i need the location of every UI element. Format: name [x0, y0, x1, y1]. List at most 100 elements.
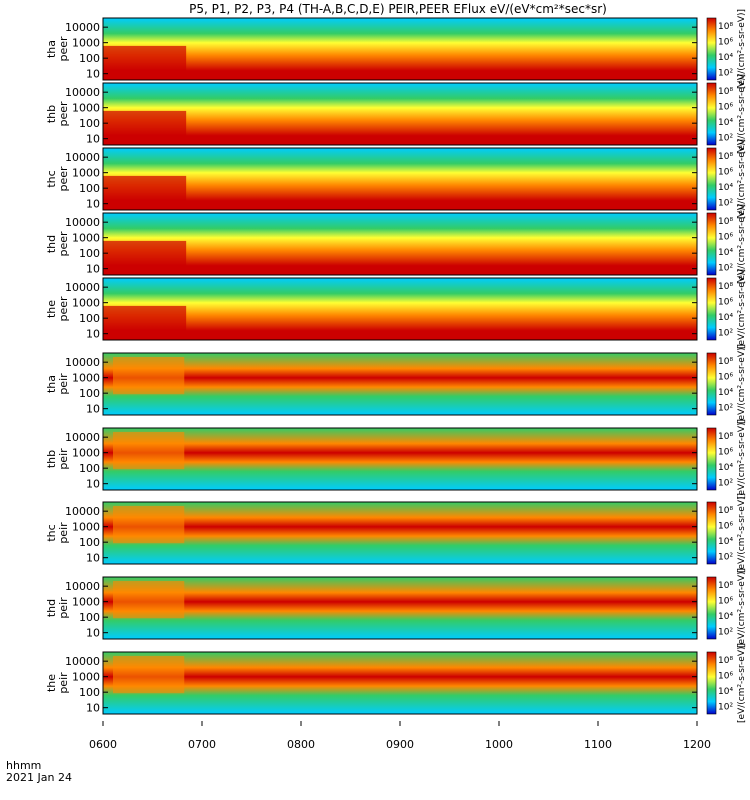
y-tick-label: 100: [79, 312, 100, 325]
colorbar: [706, 501, 717, 565]
panel-thd-peer: thdpeer 10 100 1000 10000 10² 10⁴ 10⁶ 10⁸ [eV/(cm…: [45, 204, 747, 284]
y-tick-label: 100: [79, 536, 100, 549]
colorbar: [706, 277, 717, 341]
panel-label: thbpeir: [45, 448, 70, 470]
colorbar-tick-label: 10⁴: [718, 687, 733, 697]
y-tick-label: 10: [86, 198, 100, 211]
spectrogram-patch: [113, 581, 185, 619]
colorbar: [706, 82, 717, 146]
colorbar-tick-label: 10⁴: [718, 183, 733, 193]
panel-label: thdpeir: [45, 597, 70, 619]
colorbar: [706, 651, 717, 715]
colorbar-tick-label: 10²: [718, 627, 733, 637]
spectrogram-patch: [103, 240, 187, 275]
panel-frame: [102, 576, 698, 640]
panel-frame: [102, 427, 698, 491]
y-tick-label: 10000: [65, 580, 100, 593]
colorbar-label: [eV/(cm²-s-sr-eV)]: [737, 643, 747, 723]
colorbar-tick-label: 10²: [718, 478, 733, 488]
y-tick-label: 10000: [65, 356, 100, 369]
panel-thb-peir: thbpeir 10 100 1000 10000 10² 10⁴ 10⁶ 10⁸ [eV/(cm…: [45, 419, 747, 499]
colorbar-tick-label: 10⁸: [718, 217, 733, 227]
x-tick-label: 0700: [188, 738, 216, 751]
colorbar-label: [eV/(cm²-s-sr-eV)]: [737, 419, 747, 499]
panel-tha-peer: thapeer 10 100 1000 10000 10² 10⁴ 10⁶ 10⁸ [eV/(cm…: [45, 9, 747, 89]
y-tick-label: 10: [86, 627, 100, 640]
colorbar-tick-label: 10⁴: [718, 313, 733, 323]
y-tick-label: 10: [86, 552, 100, 565]
colorbar-tick-label: 10⁶: [718, 37, 733, 47]
y-tick-label: 10: [86, 478, 100, 491]
colorbar-tick-label: 10⁸: [718, 581, 733, 591]
y-tick-label: 1000: [72, 232, 100, 245]
x-tick-label: 1000: [485, 738, 513, 751]
y-tick-label: 100: [79, 686, 100, 699]
colorbar-label: [eV/(cm²-s-sr-eV)]: [737, 9, 747, 89]
colorbar-tick-label: 10⁶: [718, 671, 733, 681]
colorbar-tick-label: 10⁸: [718, 87, 733, 97]
colorbar-tick-label: 10⁶: [718, 102, 733, 112]
y-tick-label: 100: [79, 387, 100, 400]
colorbar-tick-label: 10⁸: [718, 357, 733, 367]
colorbar-tick-label: 10²: [718, 133, 733, 143]
colorbar: [706, 352, 717, 416]
y-tick-label: 1000: [72, 102, 100, 115]
spectrogram-thc-peir: [103, 502, 697, 564]
spectrogram-the-peer: [103, 278, 697, 340]
panel-label: thcpeir: [45, 522, 70, 544]
colorbar-tick-label: 10⁶: [718, 167, 733, 177]
spectrogram-thb-peer: [103, 83, 697, 145]
colorbar-tick-label: 10⁴: [718, 612, 733, 622]
colorbar: [706, 147, 717, 211]
y-tick-label: 100: [79, 247, 100, 260]
colorbar-tick-label: 10⁴: [718, 388, 733, 398]
spectrogram-thc-peer: [103, 148, 697, 210]
y-tick-label: 100: [79, 117, 100, 130]
panel-frame: [102, 352, 698, 416]
colorbar-tick-label: 10⁸: [718, 432, 733, 442]
colorbar-tick-label: 10⁴: [718, 53, 733, 63]
y-tick-label: 10: [86, 328, 100, 341]
colorbar-tick-label: 10²: [718, 328, 733, 338]
y-tick-label: 10: [86, 702, 100, 715]
y-tick-label: 100: [79, 182, 100, 195]
spectrogram-patch: [103, 45, 187, 80]
panel-label: thcpeer: [45, 166, 70, 192]
colorbar-tick-label: 10⁴: [718, 118, 733, 128]
y-tick-label: 10: [86, 403, 100, 416]
colorbar-label: [eV/(cm²-s-sr-eV)]: [737, 204, 747, 284]
colorbar-tick-label: 10⁸: [718, 282, 733, 292]
colorbar-label: [eV/(cm²-s-sr-eV)]: [737, 344, 747, 424]
y-tick-label: 10000: [65, 431, 100, 444]
panel-frame: [102, 501, 698, 565]
colorbar: [706, 17, 717, 81]
panel-label: thapeer: [45, 36, 70, 62]
panel-thc-peer: thcpeer 10 100 1000 10000 10² 10⁴ 10⁶ 10⁸ [eV/(cm…: [45, 139, 747, 219]
panel-label: thapeir: [45, 373, 70, 395]
panel-frame: [102, 277, 698, 341]
spectrogram-patch: [103, 175, 187, 210]
panel-label: thepeir: [45, 672, 70, 694]
spectrogram-patch: [113, 656, 185, 694]
panel-frame: [102, 212, 698, 276]
colorbar: [706, 212, 717, 276]
spectrogram-the-peir: [103, 652, 697, 714]
x-tick-label: 1100: [584, 738, 612, 751]
colorbar-label: [eV/(cm²-s-sr-eV)]: [737, 493, 747, 573]
colorbar-tick-label: 10²: [718, 403, 733, 413]
spectrogram-patch: [113, 432, 185, 470]
y-tick-label: 1000: [72, 372, 100, 385]
spectrogram-tha-peir: [103, 353, 697, 415]
y-tick-label: 1000: [72, 297, 100, 310]
y-tick-label: 1000: [72, 671, 100, 684]
colorbar-tick-label: 10²: [718, 552, 733, 562]
colorbar-tick-label: 10⁶: [718, 521, 733, 531]
y-tick-label: 100: [79, 462, 100, 475]
y-tick-label: 10000: [65, 21, 100, 34]
colorbar-tick-label: 10⁴: [718, 537, 733, 547]
colorbar: [706, 427, 717, 491]
y-tick-label: 10: [86, 263, 100, 276]
y-tick-label: 1000: [72, 447, 100, 460]
y-tick-label: 1000: [72, 37, 100, 50]
y-tick-label: 10000: [65, 151, 100, 164]
